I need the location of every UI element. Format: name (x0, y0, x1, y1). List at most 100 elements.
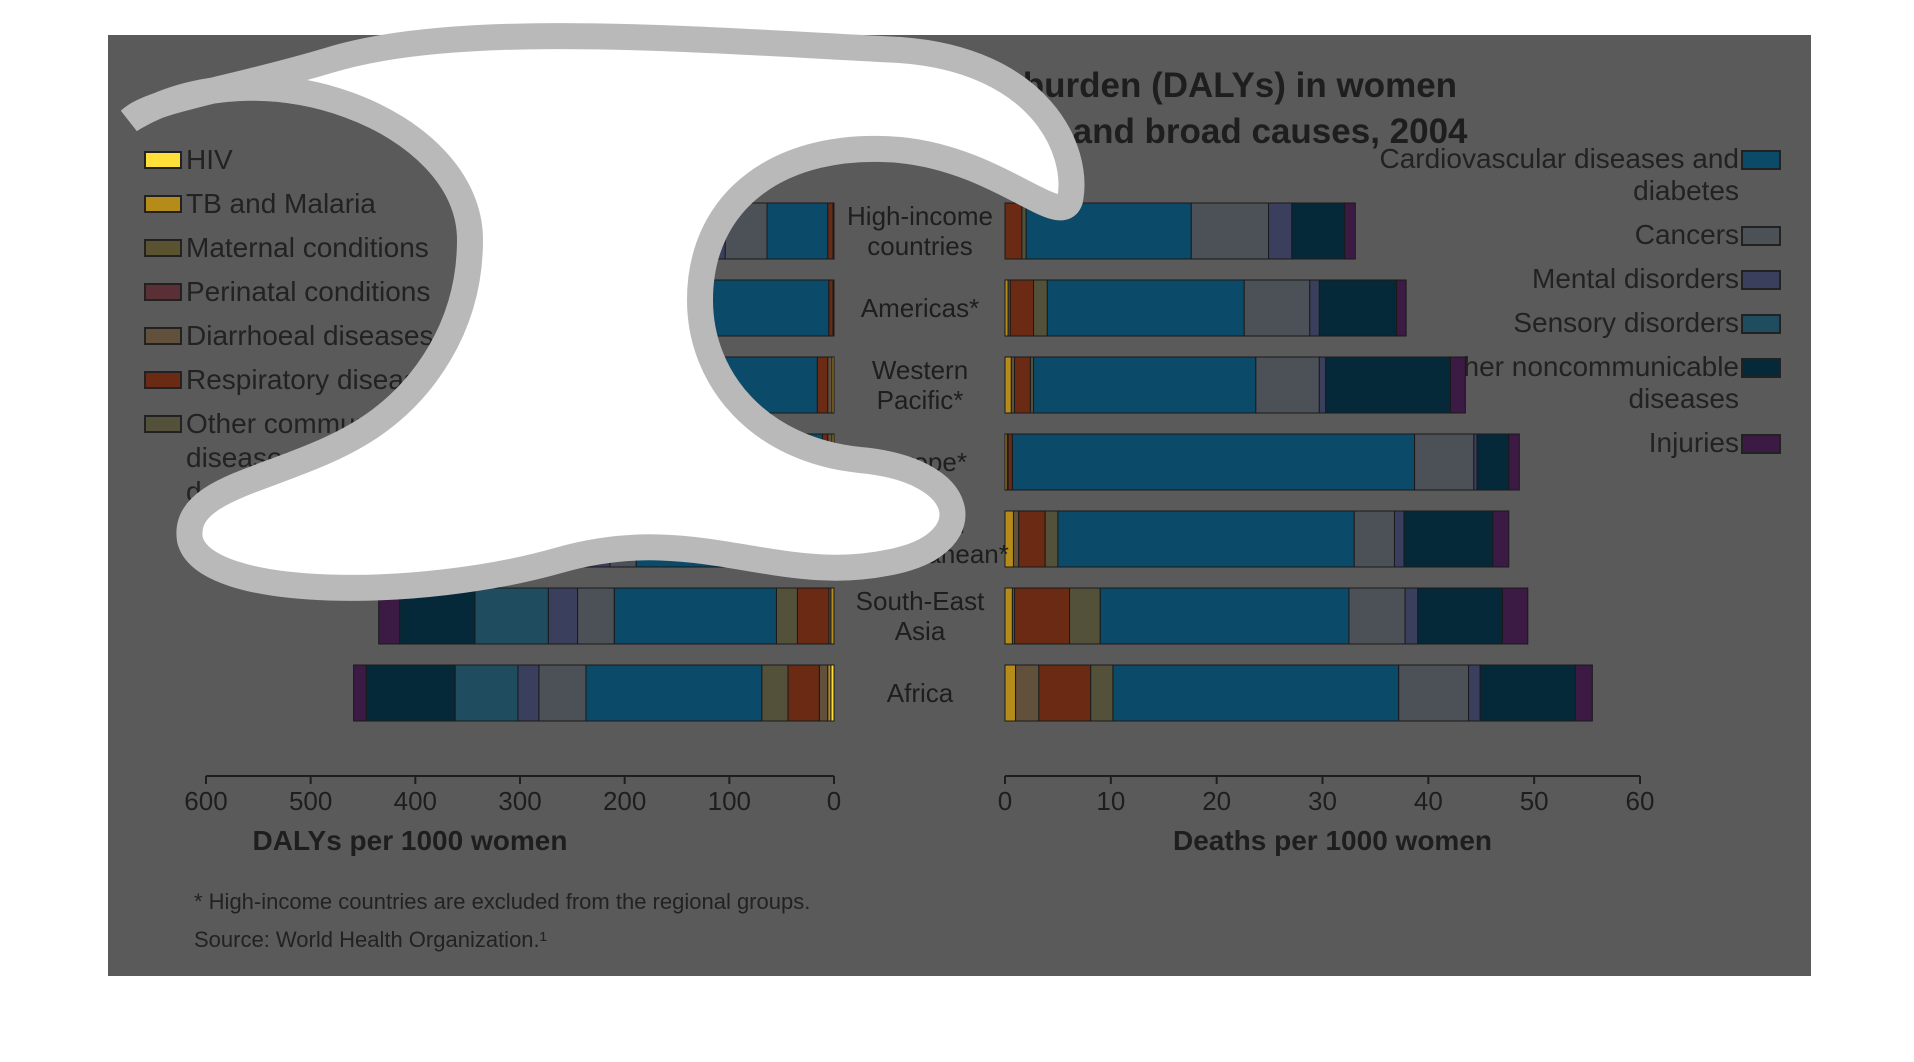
dalys-bar-segment (827, 433, 833, 491)
legend-item-cardiovascular: Cardiovascular diseases and diabetes (1369, 143, 1789, 207)
legend-label: Other noncommunicable diseases (1433, 351, 1739, 414)
dalys-bar-segment (583, 433, 590, 491)
dalys-bar-segment (555, 356, 598, 414)
legend-label: Cancers (1634, 219, 1739, 250)
deaths-bar-segment (1025, 202, 1192, 260)
deaths-bar-segment (1004, 202, 1023, 260)
dalys-bar-segment (399, 587, 476, 645)
deaths-bar-segment (1476, 433, 1510, 491)
category-label: High-income countries (847, 201, 993, 261)
dalys-bar-segment (796, 587, 830, 645)
dalys-bar-segment (724, 202, 768, 260)
deaths-bar-segment (1344, 202, 1356, 260)
dalys-bar-segment (454, 664, 519, 722)
deaths-bar-segment (1396, 279, 1407, 337)
dalys-bar-segment (596, 356, 628, 414)
dalys-bar-segment (719, 433, 823, 491)
legend-item-sensory: Sensory disorders (1369, 307, 1789, 339)
deaths-bar-segment (1015, 664, 1040, 722)
deaths-bar-segment (1492, 510, 1510, 568)
chart-panel: Figure 1 Mortality and disease burden (D… (108, 35, 1811, 976)
dalys-tick-label: 500 (289, 786, 332, 816)
dalys-bar-segment (646, 433, 677, 491)
deaths-bar-segment (1007, 433, 1013, 491)
dalys-bar-segment (583, 510, 611, 568)
dalys-bar-segment (525, 510, 585, 568)
dalys-bar-segment (816, 356, 829, 414)
deaths-bar-segment (1014, 587, 1071, 645)
dalys-bar-segment (513, 356, 525, 414)
dalys-tick-label: 0 (827, 786, 841, 816)
legend-item-injuries: Injuries (1369, 427, 1789, 459)
deaths-bar-segment (1414, 433, 1475, 491)
dalys-bar-segment (813, 510, 828, 568)
deaths-bar-segment (1501, 587, 1529, 645)
legend-item-other-noncommunicable: Other noncommunicable diseases (1369, 351, 1789, 415)
deaths-tick-label: 20 (1202, 786, 1231, 816)
legend-swatch (1741, 270, 1781, 290)
legend-label: Cardiovascular diseases and diabetes (1379, 143, 1739, 206)
deaths-bar-segment (1011, 433, 1416, 491)
dalys-bar-segment (523, 279, 549, 337)
dalys-bar-segment (827, 202, 834, 260)
dalys-bar-segment (450, 510, 527, 568)
deaths-bar-segment (1468, 664, 1481, 722)
deaths-tick-label: 0 (998, 786, 1012, 816)
dalys-tick-label: 200 (603, 786, 646, 816)
category-label: South-East Asia (856, 586, 985, 646)
dalys-bar-segment (474, 587, 549, 645)
legend-label: Sensory disorders (1513, 307, 1739, 338)
deaths-bar-segment (1318, 356, 1327, 414)
deaths-bar-segment (1574, 664, 1593, 722)
dalys-bar-segment (761, 664, 789, 722)
deaths-bar-segment (1325, 356, 1452, 414)
category-label: Eastern Mediterranean* (831, 509, 1009, 569)
deaths-bar-segment (1004, 356, 1012, 414)
dalys-bar-segment (818, 664, 829, 722)
dalys-bar-segment (667, 202, 690, 260)
dalys-bar-segment (353, 664, 367, 722)
dalys-bar-segment (378, 587, 401, 645)
dalys-tick-label: 400 (394, 786, 437, 816)
footnote-text: * High-income countries are excluded fro… (194, 889, 811, 914)
legend-item-cancers: Cancers (1369, 219, 1789, 251)
deaths-bar-segment (1057, 510, 1355, 568)
dalys-bar-segment (517, 664, 540, 722)
deaths-tick-label: 30 (1308, 786, 1337, 816)
legend-item-mental: Mental disorders (1369, 263, 1789, 295)
deaths-tick-label: 50 (1520, 786, 1549, 816)
dalys-bar-segment (701, 356, 818, 414)
dalys-bar-segment (481, 279, 525, 337)
dalys-bar-segment (625, 202, 669, 260)
legend-label: Mental disorders (1532, 263, 1739, 294)
deaths-bar-segment (1038, 664, 1092, 722)
deaths-bar-segment (1348, 587, 1406, 645)
footnote: * High-income countries are excluded fro… (194, 883, 810, 959)
legend-swatch (1741, 358, 1781, 378)
deaths-bar-segment (1033, 279, 1048, 337)
deaths-bar-segment (1450, 356, 1466, 414)
category-label: Western Pacific* (872, 355, 968, 415)
deaths-bar-segment (1009, 279, 1035, 337)
deaths-bar-segment (1268, 202, 1293, 260)
dalys-tick-label: 300 (498, 786, 541, 816)
dalys-bar-segment (775, 587, 798, 645)
dalys-bar-segment (675, 433, 721, 491)
legend-swatch (1741, 314, 1781, 334)
category-label: Americas* (861, 293, 979, 323)
category-label: Africa (887, 678, 954, 708)
deaths-bar-segment (1090, 664, 1114, 722)
deaths-bar-segment (1004, 664, 1017, 722)
deaths-bar-segment (1508, 433, 1520, 491)
deaths-bar-segment (1243, 279, 1311, 337)
dalys-bar-segment (547, 587, 579, 645)
deaths-bar-segment (1403, 510, 1494, 568)
dalys-bar-segment (473, 279, 483, 337)
dalys-bar-segment (365, 664, 456, 722)
dalys-bar-segment (538, 664, 587, 722)
dalys-bar-segment (585, 664, 763, 722)
deaths-tick-label: 10 (1096, 786, 1125, 816)
deaths-bar-segment (1099, 587, 1350, 645)
deaths-bar-segment (1353, 510, 1395, 568)
deaths-bar-segment (1318, 279, 1398, 337)
